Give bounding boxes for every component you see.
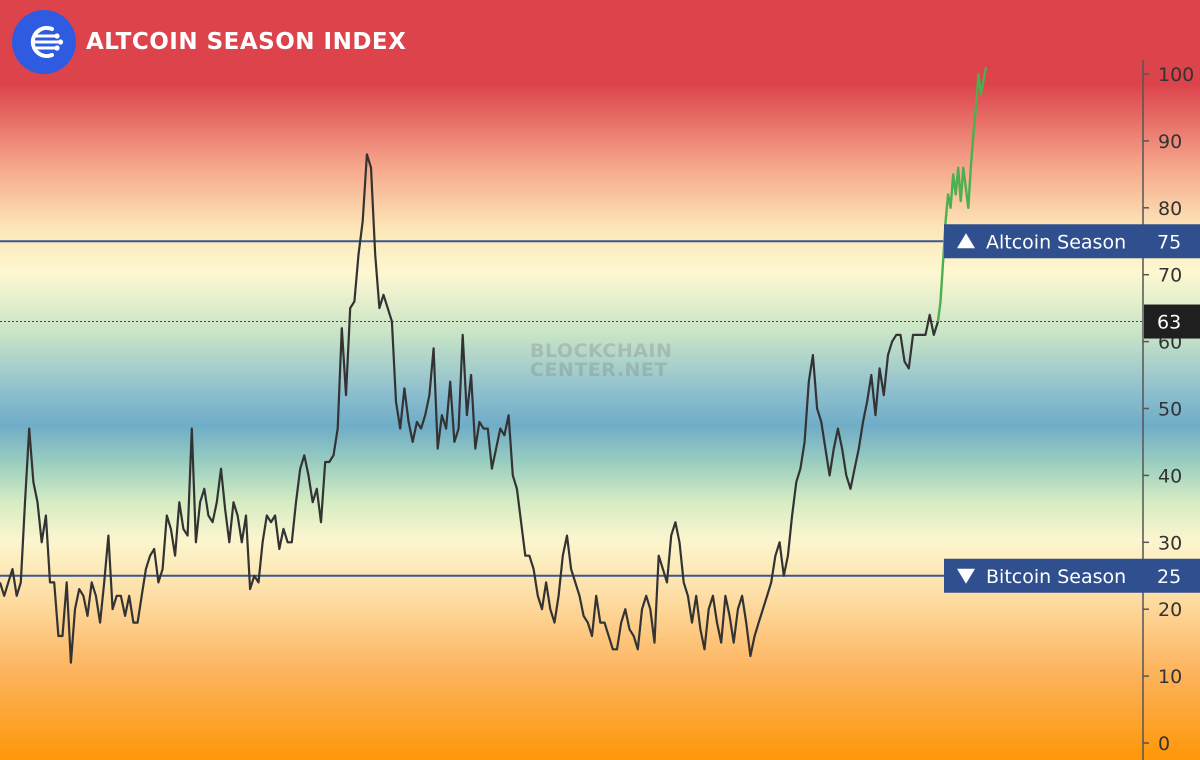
y-tick-label: 50 bbox=[1158, 399, 1182, 421]
blockchaincenter-logo-icon[interactable] bbox=[12, 10, 76, 74]
y-tick-label: 80 bbox=[1158, 198, 1182, 220]
y-tick-label: 30 bbox=[1158, 532, 1182, 554]
y-tick-label: 40 bbox=[1158, 465, 1182, 487]
y-tick-label: 100 bbox=[1158, 64, 1194, 86]
y-tick-label: 70 bbox=[1158, 265, 1182, 287]
chart-title: ALTCOIN SEASON INDEX bbox=[86, 29, 407, 55]
threshold-name: Altcoin Season bbox=[986, 231, 1126, 253]
y-tick-label: 0 bbox=[1158, 733, 1170, 755]
watermark: BLOCKCHAIN CENTER.NET bbox=[530, 342, 672, 380]
current-value-label: 63 bbox=[1157, 312, 1181, 334]
triangle-down-icon bbox=[957, 568, 975, 584]
y-tick-label: 10 bbox=[1158, 666, 1182, 688]
brand-header: ALTCOIN SEASON INDEX bbox=[12, 10, 406, 74]
index-series-line bbox=[0, 153, 940, 664]
index-series-line-recent bbox=[936, 67, 988, 322]
watermark-line-1: BLOCKCHAIN bbox=[530, 340, 673, 362]
triangle-up-icon bbox=[957, 233, 975, 249]
threshold-label-box bbox=[944, 224, 1200, 259]
threshold-label-box bbox=[944, 558, 1200, 593]
y-tick-label: 20 bbox=[1158, 599, 1182, 621]
threshold-value: 25 bbox=[1157, 566, 1181, 588]
threshold-value: 75 bbox=[1157, 231, 1181, 253]
watermark-line-2: CENTER.NET bbox=[530, 359, 668, 381]
threshold-name: Bitcoin Season bbox=[986, 566, 1126, 588]
current-value-badge bbox=[1144, 304, 1200, 339]
y-tick-label: 90 bbox=[1158, 131, 1182, 153]
